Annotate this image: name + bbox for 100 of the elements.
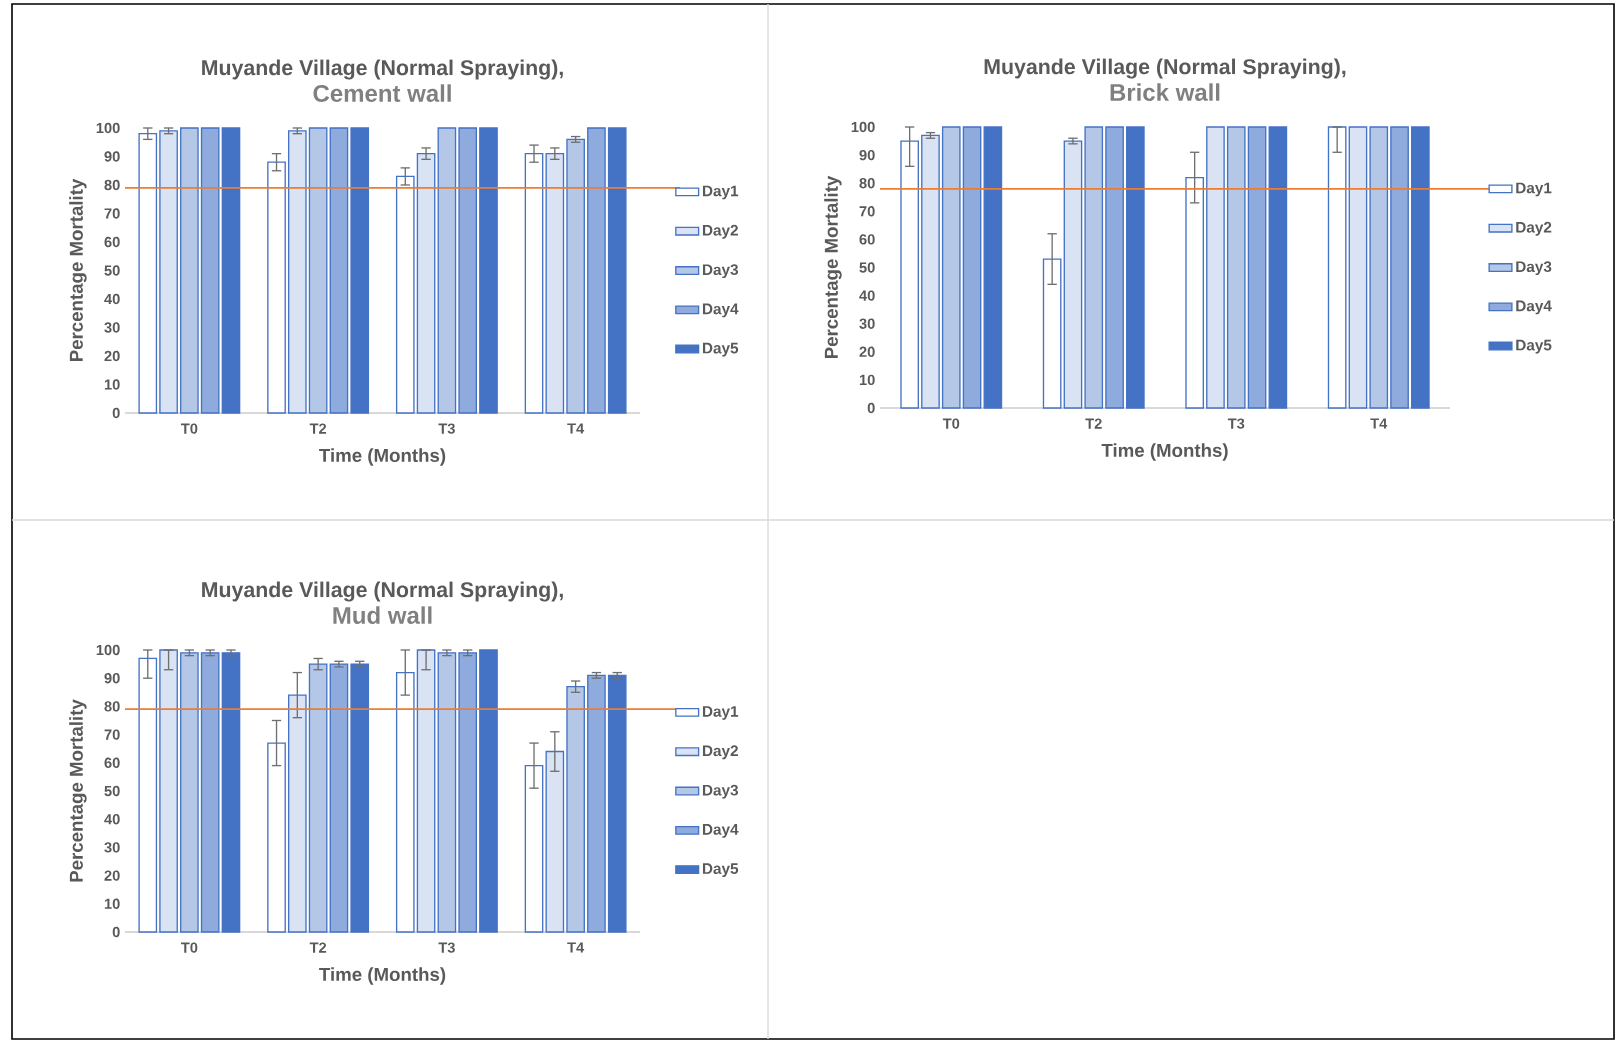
y-tick-label: 60 [104, 236, 120, 248]
y-tick-label: 0 [112, 407, 120, 419]
y-tick-label: 100 [96, 122, 120, 134]
bar [1411, 126, 1430, 409]
x-tick-label: T4 [1370, 418, 1388, 429]
bar [159, 649, 178, 933]
bar [545, 750, 565, 933]
legend-label: Day5 [702, 342, 739, 357]
bar [350, 663, 370, 933]
x-tick-label: T0 [942, 418, 960, 429]
bar [587, 674, 606, 933]
legend-label: Day3 [702, 784, 739, 799]
y-tick-label: 70 [104, 729, 120, 740]
bar [607, 674, 627, 933]
bar [1042, 258, 1062, 409]
x-axis-title: Time (Months) [319, 967, 446, 985]
legend-label: Day2 [702, 745, 738, 760]
y-tick-label: 90 [104, 673, 120, 684]
bar [138, 657, 158, 933]
y-axis-title: Percentage Mortality [824, 175, 842, 359]
chart-title: Muyande Village (Normal Spraying), [202, 59, 563, 80]
bar [221, 652, 241, 933]
bar [1268, 126, 1288, 409]
y-tick-label: 10 [104, 898, 120, 909]
bar [200, 652, 220, 933]
bar [416, 649, 436, 933]
bar [524, 764, 544, 933]
y-tick-label: 70 [104, 208, 120, 219]
bar [1185, 176, 1204, 409]
y-tick-label: 40 [104, 293, 120, 305]
bar [900, 140, 919, 409]
bar [458, 652, 478, 933]
bar [962, 126, 982, 409]
y-tick-label: 0 [112, 926, 120, 938]
legend-label: Day4 [1516, 300, 1552, 315]
legend-label: Day2 [1516, 221, 1552, 236]
y-tick-label: 50 [859, 262, 875, 273]
x-tick-label: T2 [1085, 418, 1102, 429]
legend-label: Day4 [702, 303, 739, 318]
bar [1226, 126, 1246, 409]
bar [479, 649, 498, 933]
x-tick-label: T3 [438, 423, 455, 434]
bar [566, 685, 585, 933]
legend-label: Day3 [1516, 261, 1552, 276]
legend-label: Day1 [702, 706, 739, 720]
bar [941, 126, 961, 409]
legend-label: Day5 [702, 863, 739, 878]
y-tick-label: 60 [859, 234, 875, 245]
x-tick-label: T3 [1227, 418, 1245, 429]
y-tick-label: 20 [104, 870, 120, 881]
x-axis-title: Time (Months) [319, 448, 446, 466]
legend-label: Day1 [1516, 182, 1552, 197]
y-tick-label: 70 [859, 206, 875, 217]
y-tick-label: 40 [104, 814, 120, 825]
bar [1348, 126, 1368, 409]
y-tick-label: 20 [859, 346, 875, 357]
bar [308, 663, 328, 933]
y-tick-label: 50 [104, 785, 120, 797]
x-tick-label: T2 [309, 942, 327, 953]
y-tick-label: 80 [104, 701, 120, 712]
bar [1327, 126, 1347, 409]
bar [1390, 126, 1409, 409]
chart-subtitle: Mud wall [333, 606, 432, 624]
y-tick-label: 50 [104, 265, 120, 276]
legend-label: Day1 [702, 185, 739, 200]
bar [1084, 126, 1104, 409]
legend-label: Day5 [1516, 339, 1552, 354]
y-tick-label: 90 [104, 151, 120, 162]
bar [1369, 126, 1389, 409]
y-tick-label: 100 [96, 644, 120, 656]
bar [921, 134, 940, 409]
y-axis-title: Percentage Mortality [69, 699, 87, 882]
x-tick-label: T4 [567, 423, 585, 434]
bar [437, 652, 457, 933]
y-tick-label: 90 [859, 149, 875, 161]
y-axis-title: Percentage Mortality [69, 178, 87, 362]
bar [1063, 140, 1083, 409]
y-tick-label: 30 [104, 322, 120, 333]
y-tick-label: 30 [104, 842, 120, 853]
bar [180, 652, 199, 933]
y-tick-label: 60 [104, 757, 120, 768]
y-tick-label: 20 [104, 350, 120, 362]
y-tick-label: 40 [859, 290, 875, 301]
legend-label: Day4 [702, 824, 739, 838]
chart-subtitle: Brick wall [1110, 83, 1220, 101]
chart-title: Muyande Village (Normal Spraying), [202, 581, 563, 602]
chart-title: Muyande Village (Normal Spraying), [984, 58, 1346, 79]
bar [983, 126, 1003, 409]
y-tick-label: 0 [867, 402, 875, 414]
bar [1105, 126, 1124, 409]
y-tick-label: 100 [851, 121, 875, 133]
y-tick-label: 10 [104, 379, 120, 390]
x-tick-label: T3 [438, 942, 455, 953]
y-tick-label: 10 [859, 374, 875, 386]
y-tick-label: 30 [859, 318, 875, 329]
x-tick-label: T0 [180, 423, 198, 434]
bar [395, 671, 415, 933]
bar [1206, 126, 1225, 409]
legend-label: Day2 [702, 224, 738, 239]
y-tick-label: 80 [104, 179, 120, 191]
